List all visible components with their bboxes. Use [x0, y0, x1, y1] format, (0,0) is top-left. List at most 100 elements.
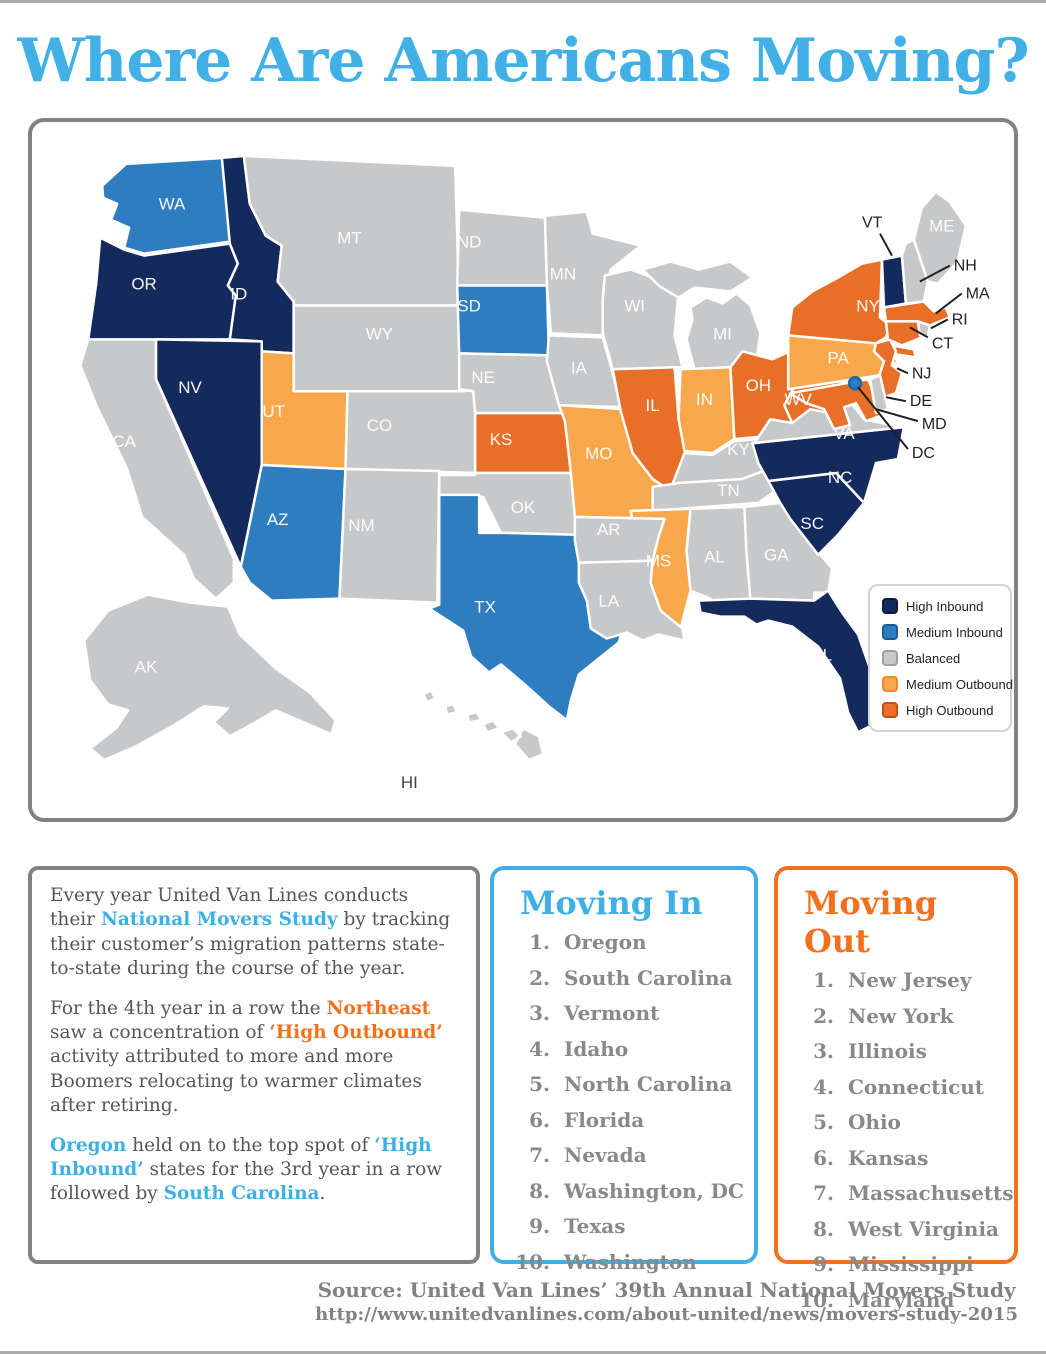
state-label-UT: UT [262, 402, 285, 421]
list-item: 9. Texas [529, 1214, 626, 1238]
state-label-KY: KY [727, 440, 750, 459]
list-item: 5. North Carolina [529, 1072, 733, 1096]
page-title: Where Are Americans Moving? [17, 26, 1029, 96]
bottom-edge-line [0, 1351, 1046, 1354]
callout-line-NH [919, 264, 951, 283]
list-item: 3. Vermont [529, 1001, 660, 1025]
source-line: Source: United Van Lines’ 39th Annual Na… [317, 1278, 1016, 1302]
list-item: 8. Washington, DC [529, 1178, 744, 1203]
callout-line-DE [885, 396, 907, 403]
legend-swatch-high_in [882, 598, 898, 614]
callout-line-DC [857, 386, 909, 450]
state-label-MI: MI [713, 324, 732, 343]
state-label-TN: TN [717, 481, 740, 500]
callout-label-CT: CT [932, 335, 954, 352]
callout-line-VT [879, 233, 893, 257]
list-item: 4. Idaho [529, 1036, 629, 1061]
callout-line-NJ [896, 367, 909, 375]
source-url: http://www.unitedvanlines.com/about-unit… [315, 1304, 1018, 1325]
state-label-ND: ND [457, 233, 481, 252]
state-label-PA: PA [827, 348, 849, 367]
legend-item: Medium Inbound [882, 624, 1003, 640]
state-label-OR: OR [131, 275, 156, 294]
list-item: 9. Mississippi [813, 1252, 974, 1276]
state-label-MS: MS [646, 552, 671, 571]
summary-paragraph: Every year United Van Lines conducts the… [50, 885, 451, 980]
legend-item: Medium Outbound [882, 676, 1013, 692]
source-note: Source: United Van Lines’ 39th Annual Na… [315, 1278, 1018, 1325]
state-label-WV: WV [785, 390, 813, 409]
state-label-AZ: AZ [267, 510, 289, 529]
legend-item: High Outbound [882, 702, 1000, 718]
state-NC [751, 425, 906, 505]
list-item: 1. New Jersey [813, 968, 972, 992]
list-item: 10. Maryland [799, 1287, 955, 1312]
state-LA [577, 559, 686, 642]
us-map-panel: WA OR CA NV ID MT WY UT AZ NM CO ND SD N… [28, 118, 1018, 822]
state-label-ID: ID [230, 284, 247, 303]
list-item: 1. Oregon [529, 930, 647, 954]
legend-item: Balanced [882, 650, 1000, 666]
callout-line-RI [930, 318, 949, 330]
list-item: 2. South Carolina [529, 965, 733, 990]
map-legend: High Inbound Medium Inbound Balanced Medium… [868, 584, 1013, 732]
callout-line-MA [935, 292, 963, 315]
moving-out-box: Moving Out 1. New Jersey 2. New York 3. Illin… [774, 866, 1018, 1312]
state-label-NV: NV [178, 378, 202, 397]
legend-item: High Inbound [882, 598, 1000, 614]
legend-swatch-high_out [882, 702, 898, 718]
state-label-NY: NY [856, 296, 880, 315]
state-label-VA: VA [833, 424, 855, 443]
state-label-IA: IA [571, 358, 588, 377]
summary-paragraph: For the 4th year in a row the Northeast … [50, 997, 443, 1117]
callout-line-CT [909, 326, 929, 339]
state-label-IL: IL [646, 396, 660, 415]
moving-in-box: Moving In 1. Oregon 2. South Carolina 3. Verm… [490, 866, 758, 1274]
callout-label-NH: NH [954, 258, 977, 275]
state-label-WA: WA [159, 195, 186, 214]
list-item: 3. Illinois [813, 1039, 927, 1063]
state-DE [868, 374, 890, 415]
state-OR [87, 236, 240, 341]
state-label-SD: SD [457, 296, 481, 315]
state-label-SC: SC [800, 514, 824, 533]
callout-label-VT: VT [862, 215, 883, 232]
legend-label: Balanced [906, 650, 961, 666]
list-item: 8. West Virginia [813, 1216, 999, 1241]
callout-label-DE: DE [910, 393, 932, 410]
list-item: 4. Connecticut [813, 1074, 985, 1099]
summary-paragraph: Oregon held on to the top spot of ‘High … [50, 1134, 443, 1205]
callout-label-MD: MD [922, 416, 947, 433]
callout-label-NJ: NJ [912, 365, 931, 382]
list-item: 6. Kansas [813, 1145, 929, 1170]
state-label-GA: GA [764, 546, 789, 565]
moving-in-title: Moving In [520, 884, 703, 922]
state-label-AR: AR [597, 520, 621, 539]
list-item: 6. Florida [529, 1107, 645, 1132]
state-label-NM: NM [348, 516, 374, 535]
callout-label-MA: MA [966, 285, 990, 302]
state-label-WI: WI [624, 296, 645, 315]
top-edge-line [0, 0, 1046, 3]
state-label-TX: TX [474, 598, 496, 617]
state-label-WY: WY [366, 324, 393, 343]
state-AK [83, 593, 337, 762]
state-WI [601, 268, 684, 371]
state-DC-dot [847, 376, 863, 391]
list-item: 5. Ohio [813, 1110, 901, 1134]
state-MT [242, 154, 461, 307]
list-item: 2. New York [813, 1003, 954, 1028]
legend-swatch-med_in [882, 624, 898, 640]
state-MI [641, 260, 762, 373]
state-label-KS: KS [490, 430, 513, 449]
state-label-FL: FL [812, 645, 832, 664]
state-label-CO: CO [367, 416, 392, 435]
moving-out-title: Moving Out [804, 884, 938, 960]
state-ME [912, 190, 967, 285]
state-HI [422, 689, 545, 762]
state-CO [344, 387, 479, 475]
list-item: 10. Washington [515, 1249, 697, 1274]
list-item: 7. Massachusetts [813, 1181, 1014, 1205]
state-label-MT: MT [337, 229, 361, 248]
